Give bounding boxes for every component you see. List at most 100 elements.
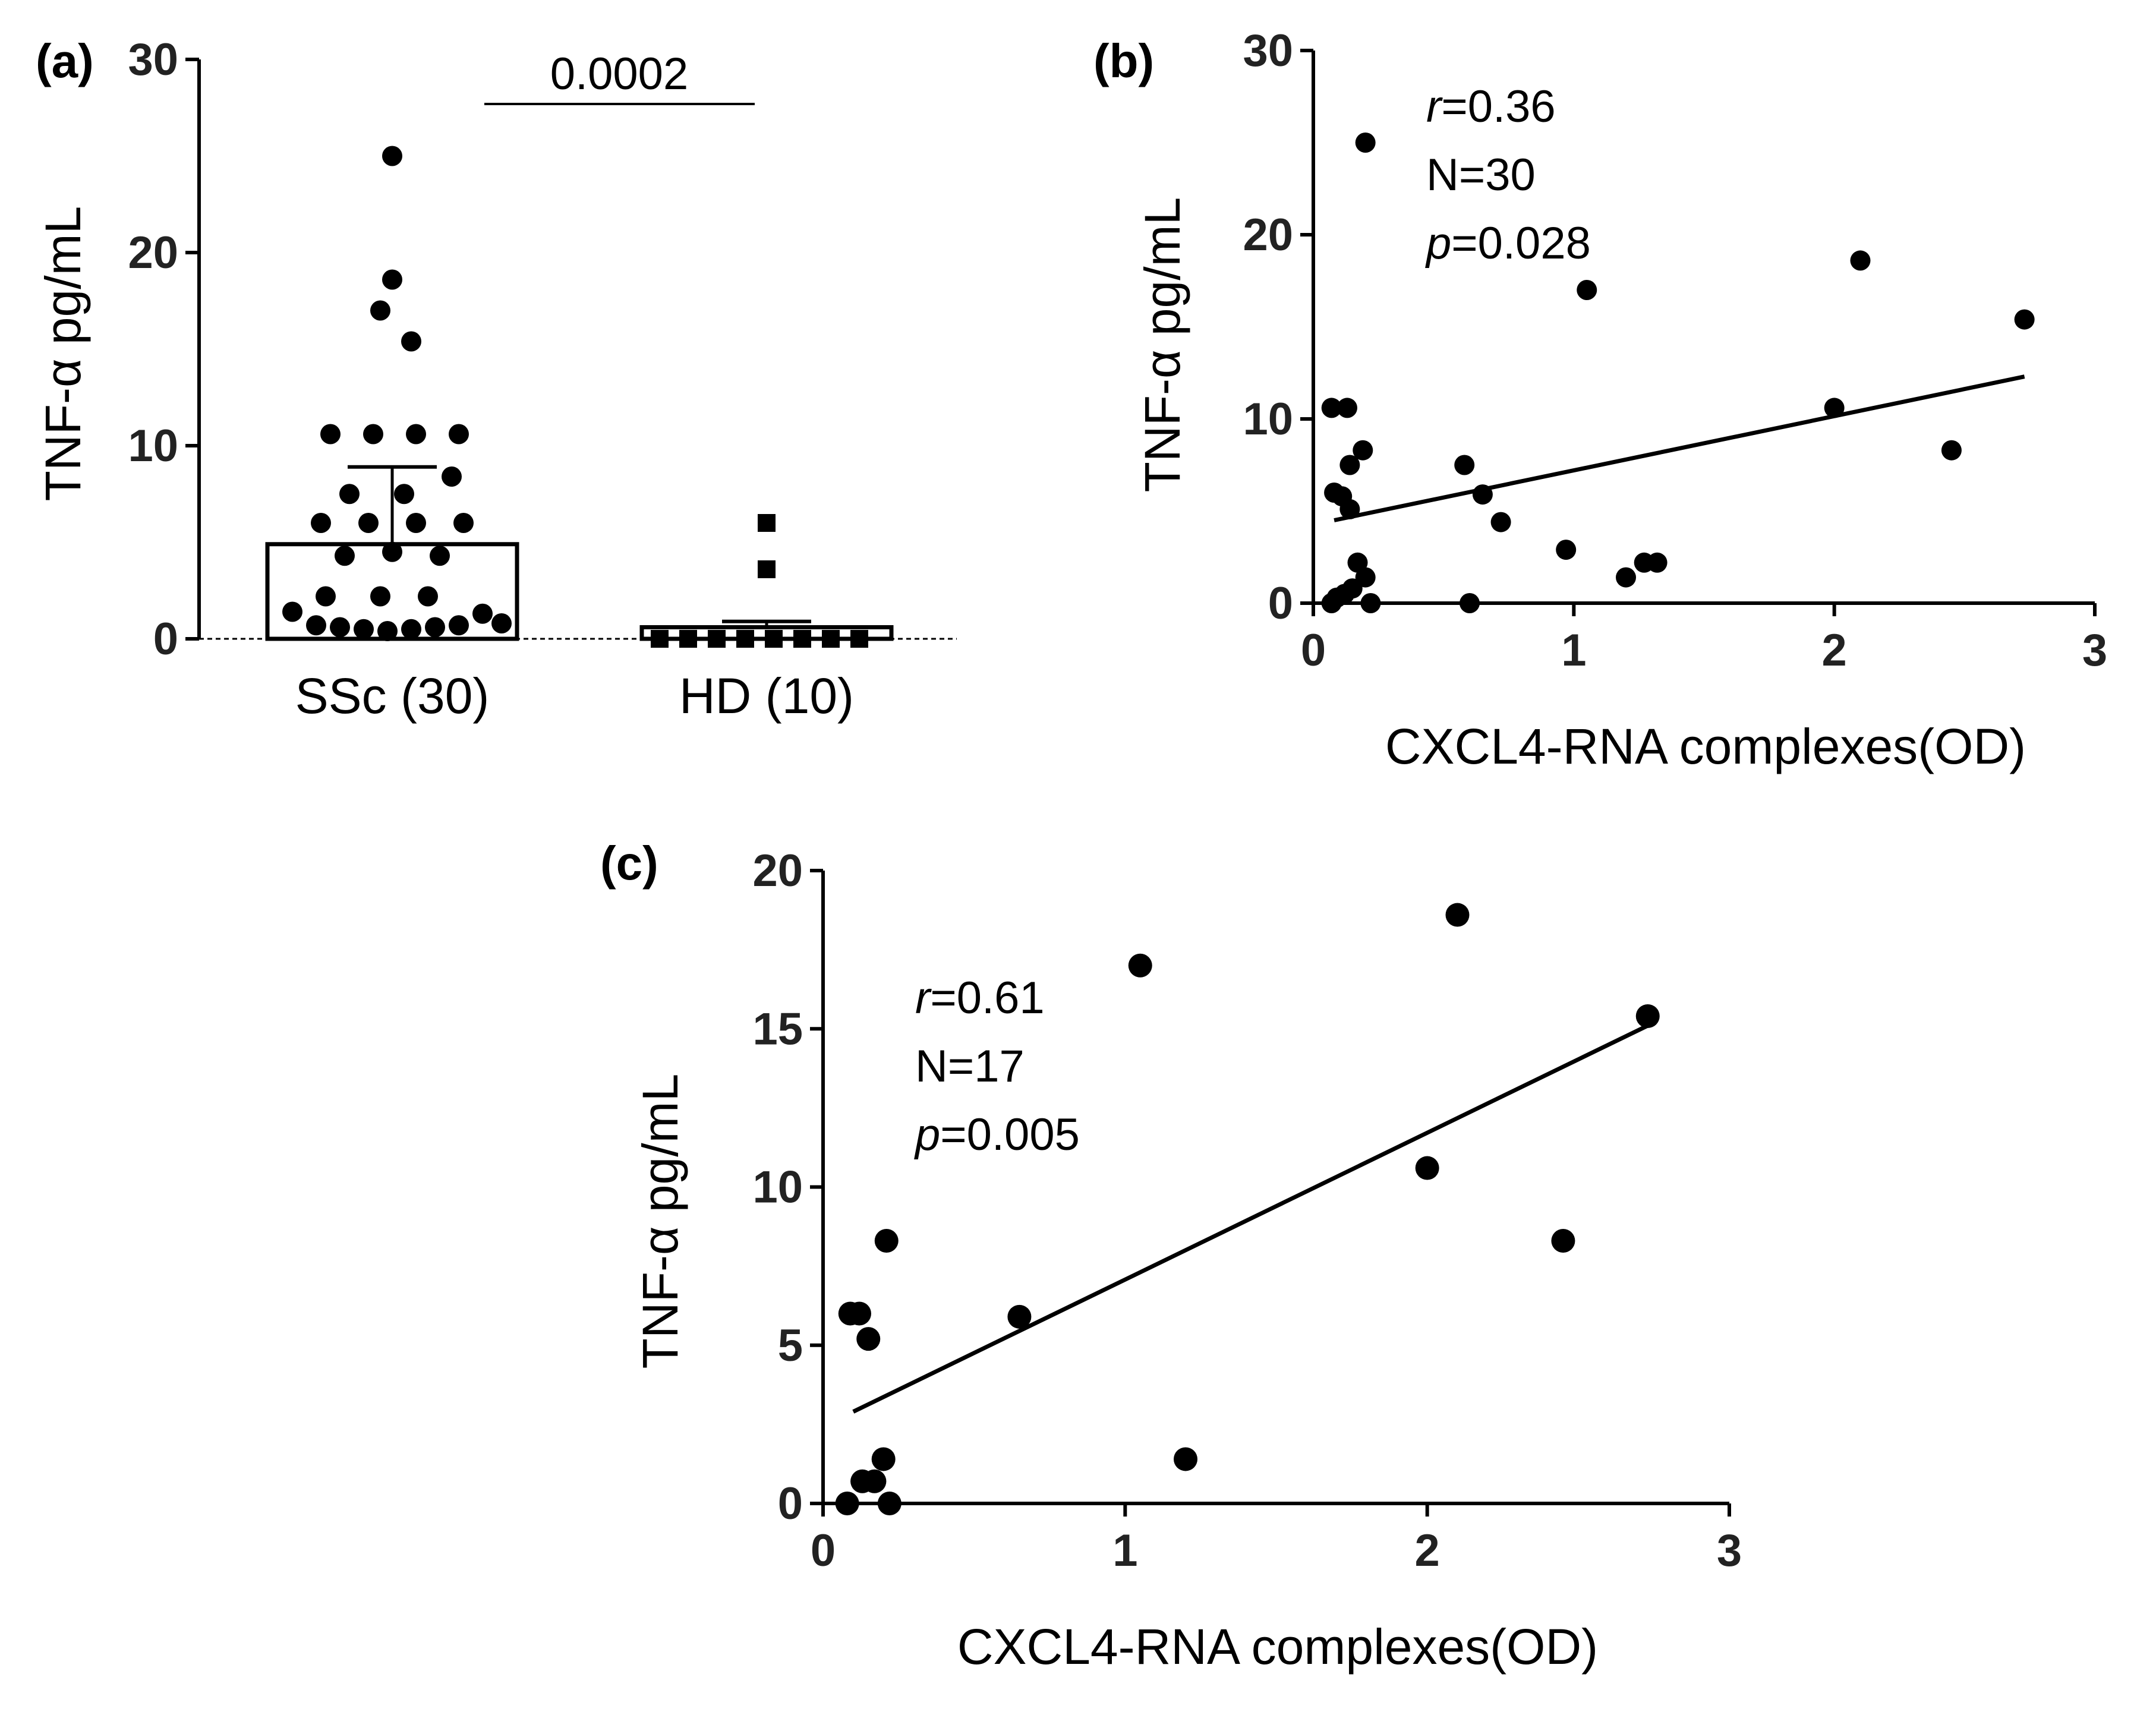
panel-a-point (449, 424, 469, 444)
panel-b-point (1577, 280, 1597, 300)
panel-c-fit-line-group (852, 1023, 1649, 1414)
panel-b-y-tick-label: 20 (1243, 210, 1293, 260)
panel-c-point (835, 1492, 859, 1515)
panel-b-point (1850, 250, 1871, 271)
panel-a-point (651, 630, 669, 648)
panel-c-r-symbol: r (915, 973, 932, 1023)
panel-b-p-value: =0.028 (1451, 218, 1591, 269)
panel-c-fit-line (852, 1023, 1649, 1414)
panel-c-x-tick-label: 3 (1717, 1525, 1742, 1576)
panel-c-r-value: =0.61 (930, 973, 1044, 1023)
panel-b-p-symbol: p (1425, 218, 1451, 269)
panel-b-n-stat: N=30 (1426, 150, 1536, 200)
panel-a-point (311, 513, 331, 533)
panel-c-y-tick-label: 0 (778, 1478, 803, 1529)
panel-a-point (316, 586, 336, 607)
panel-a-point (370, 586, 390, 607)
panel-a-point (418, 586, 438, 607)
panel-a-y-tick-label: 30 (128, 34, 178, 85)
panel-c-y-tick-label: 20 (752, 846, 803, 896)
panel-b-r-stat: r=0.36 (1426, 81, 1556, 132)
panel-b-y-tick-label: 30 (1243, 26, 1293, 76)
panel-c-point (862, 1469, 887, 1493)
panel-c-x-axis-title: CXCL4-RNA complexes(OD) (957, 1619, 1598, 1675)
panel-c-point (1551, 1229, 1575, 1253)
panel-b-point (1339, 499, 1360, 519)
panel-c-p-stat: p=0.005 (914, 1109, 1080, 1160)
panel-a-point (339, 484, 360, 505)
panel-c-point (1635, 1004, 1660, 1028)
panel-a-point (306, 615, 326, 636)
panel-c-x-ticks: 0 1 2 3 (811, 1503, 1742, 1576)
panel-c-point (871, 1447, 896, 1471)
panel-a-point (335, 546, 355, 566)
panel-a-point (736, 630, 754, 648)
panel-a-point (401, 619, 421, 639)
panel-c-y-tick-label: 5 (778, 1320, 803, 1371)
panel-b-point (1472, 484, 1493, 505)
panel-b-x-tick-label: 0 (1301, 625, 1326, 676)
panel-b-point (2014, 309, 2035, 330)
panel-a-point (822, 630, 840, 648)
panel-b-point (1460, 593, 1480, 613)
panel-a-y-axis-title: TNF-α pg/mL (35, 206, 91, 502)
panel-a-point (453, 513, 474, 533)
panel-c: (c) TNF-α pg/mL 0 5 10 15 20 0 1 2 3 r=0.61 N=1… (600, 837, 1742, 1675)
panel-b-point (1353, 440, 1373, 461)
panel-a-point (708, 630, 726, 648)
panel-a-category-label: HD (10) (679, 668, 854, 724)
panel-a-y-tick-label: 10 (128, 421, 178, 471)
panel-c-x-tick-label: 0 (811, 1525, 836, 1576)
panel-b-point (1321, 398, 1342, 418)
panel-a-point (850, 630, 868, 648)
panel-a-y-tick-label: 20 (128, 228, 178, 278)
panel-a-point (377, 621, 398, 641)
panel-a-point (765, 630, 783, 648)
panel-a-point (394, 484, 414, 505)
panel-b-point (1339, 455, 1360, 475)
panel-a-point (354, 619, 374, 639)
panel-b-point (1355, 133, 1376, 153)
panel-b-p-stat: p=0.028 (1425, 218, 1591, 269)
panel-b-point (1941, 440, 1962, 461)
panel-a-point (679, 630, 697, 648)
panel-c-points (835, 903, 1660, 1515)
panel-c-y-axis-title: TNF-α pg/mL (632, 1074, 688, 1369)
panel-b-fit-line (1334, 374, 2025, 522)
panel-a-point (758, 514, 776, 532)
panel-b-x-tick-label: 2 (1822, 625, 1847, 676)
panel-a-point (430, 546, 450, 566)
panel-c-r-stat: r=0.61 (915, 973, 1045, 1023)
panel-b-r-symbol: r (1426, 81, 1443, 132)
panel-a-point (449, 615, 469, 636)
panel-c-point (847, 1301, 871, 1326)
panel-c-point (874, 1229, 899, 1253)
panel-c-x-tick-label: 2 (1415, 1525, 1440, 1576)
panel-b-y-axis-title: TNF-α pg/mL (1134, 197, 1190, 493)
panel-a-category-label: SSc (30) (295, 668, 490, 724)
panel-b-point (1616, 567, 1636, 588)
panel-a-point (442, 466, 462, 487)
panel-b-fit-line-group (1334, 374, 2025, 522)
panel-a-point (406, 513, 426, 533)
panel-b-point (1337, 398, 1357, 418)
panel-c-point (1128, 953, 1152, 978)
panel-b-r-value: =0.36 (1441, 81, 1555, 132)
panel-a-point (401, 331, 421, 352)
panel-a-point (382, 146, 402, 166)
panel-a-point (382, 541, 402, 562)
panel-c-p-symbol: p (914, 1109, 940, 1160)
panel-c-label: (c) (600, 837, 658, 890)
panel-a-point (425, 617, 445, 638)
panel-b-y-tick-label: 0 (1268, 578, 1293, 629)
panel-a-point (320, 424, 341, 444)
panel-c-y-tick-label: 10 (752, 1162, 803, 1213)
panel-a-point (370, 300, 390, 321)
panel-b-points (1321, 133, 2035, 613)
panel-c-p-value: =0.005 (940, 1109, 1080, 1160)
panel-c-point (877, 1492, 902, 1515)
panel-a-y-ticks: 0 10 20 30 (128, 34, 199, 664)
panel-b-x-ticks: 0 1 2 3 (1301, 603, 2107, 676)
